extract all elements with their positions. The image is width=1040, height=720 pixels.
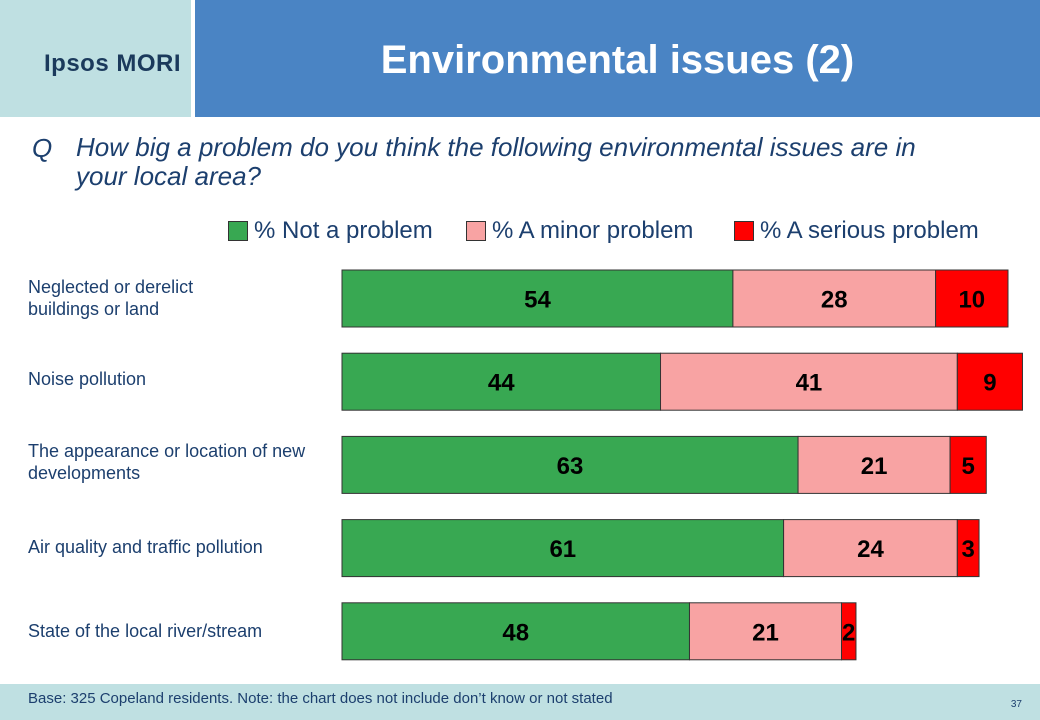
legend-label-minor-problem: % A minor problem [492,217,694,244]
data-label-not-a-problem: 44 [488,370,515,397]
data-label-not-a-problem: 61 [549,536,576,563]
data-label-minor-problem: 41 [796,370,823,397]
data-label-minor-problem: 21 [861,453,888,480]
category-label: Air quality and traffic pollution [28,537,263,557]
bar-segment-serious-problem [949,435,987,494]
data-label-minor-problem: 21 [752,619,779,646]
ipsos-mori-logo: Ipsos MORI [44,50,182,77]
legend-swatch-not-a-problem [228,221,248,241]
data-label-not-a-problem: 54 [524,287,551,314]
legend-item-minor-problem: % A minor problem [466,217,693,245]
data-label-serious-problem: 9 [983,370,996,397]
footer-bar: Base: 325 Copeland residents. Note: the … [0,684,1040,720]
data-label-serious-problem: 5 [962,453,975,480]
category-label: State of the local river/stream [28,621,263,641]
legend-item-serious-problem: % A serious problem [734,217,979,245]
page-number: 37 [1010,699,1022,710]
question-text: How big a problem do you think the follo… [76,132,916,191]
logo-panel: Ipsos MORI [0,0,195,117]
category-label: Neglected or derelict buildings or land [28,277,194,319]
data-label-serious-problem: 10 [958,287,985,314]
bar-segment-minor-problem [783,519,958,578]
stacked-bar-chart: 54 28 10 44 41 9 63 21 5 61 24 3 48 21 2 [341,269,1023,661]
data-label-not-a-problem: 48 [502,619,529,646]
bar-segment-not-a-problem [341,352,662,411]
bar-segment-not-a-problem [341,602,690,661]
bar-segment-serious-problem [935,269,1009,328]
bar-segment-serious-problem [841,602,857,661]
data-label-serious-problem: 3 [962,536,975,563]
data-label-serious-problem: 2 [842,619,855,646]
page-title: Environmental issues (2) [380,38,855,82]
category-label: The appearance or location of new develo… [28,441,306,483]
data-label-minor-problem: 24 [857,536,884,563]
legend-label-not-a-problem: % Not a problem [254,217,433,244]
data-label-not-a-problem: 63 [557,453,584,480]
bar-segment-not-a-problem [341,269,734,328]
bar-segment-not-a-problem [341,519,785,578]
legend-item-not-a-problem: % Not a problem [228,217,433,245]
legend-swatch-minor-problem [466,221,486,241]
bar-segment-minor-problem [660,352,958,411]
bar-segment-minor-problem [688,602,843,661]
data-label-minor-problem: 28 [821,287,848,314]
title-bar: Environmental issues (2) [195,0,1040,117]
footer-note: Base: 325 Copeland residents. Note: the … [28,690,613,707]
category-label: Noise pollution [28,369,147,389]
bar-segment-not-a-problem [341,435,799,494]
legend-label-serious-problem: % A serious problem [760,217,979,244]
bar-segment-serious-problem [956,352,1023,411]
question-prefix: Q [32,133,53,163]
bar-segment-serious-problem [956,519,980,578]
bar-segment-minor-problem [732,269,937,328]
legend-swatch-serious-problem [734,221,754,241]
